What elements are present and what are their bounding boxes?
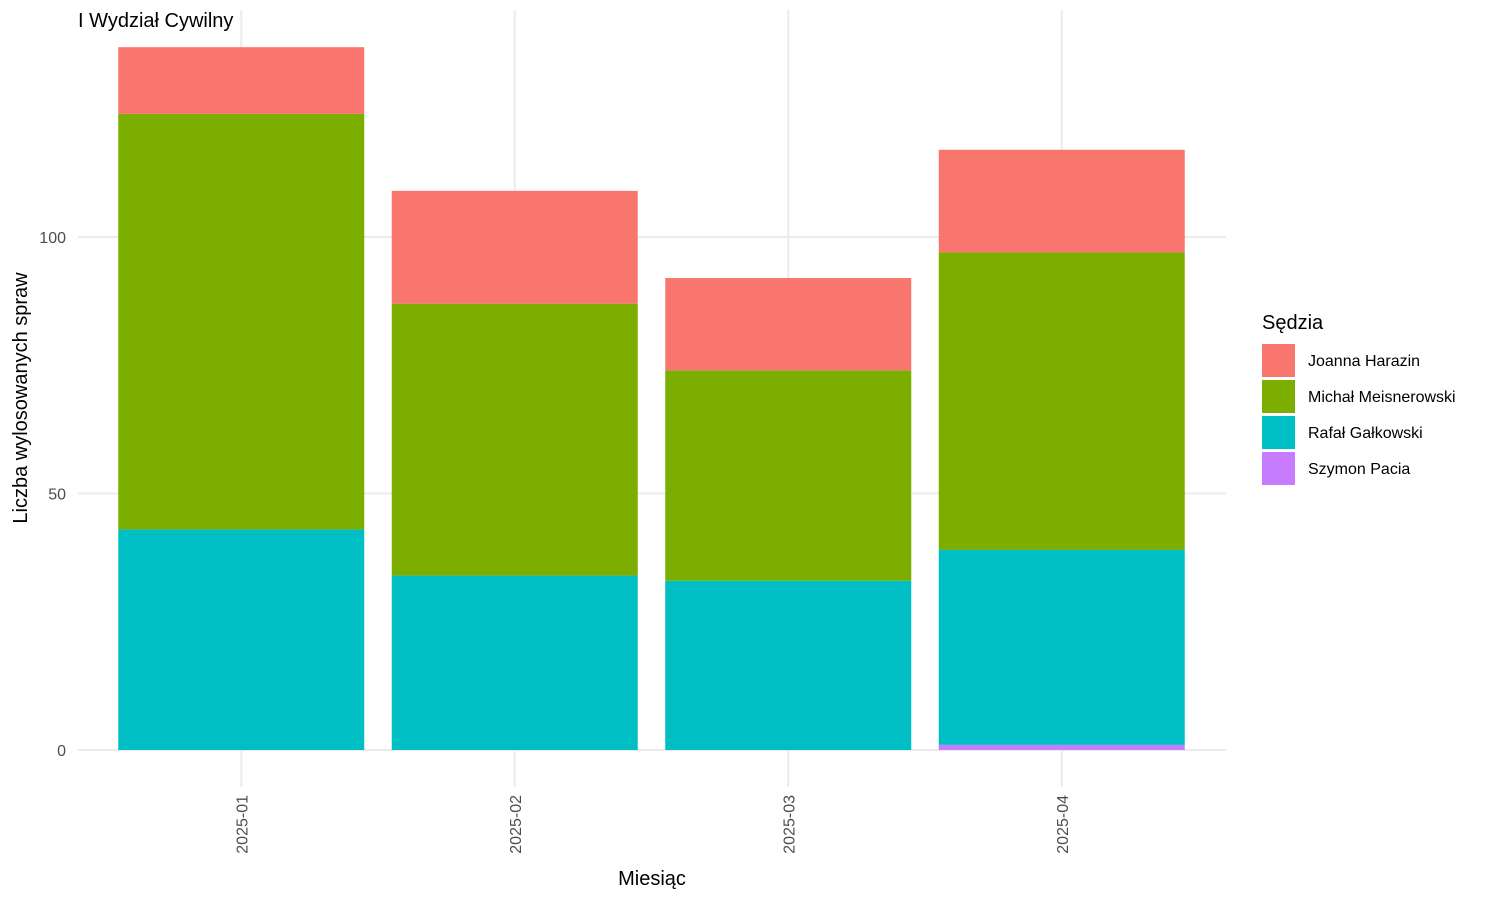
bar-segment [391, 575, 638, 750]
chart-title: I Wydział Cywilny [78, 10, 233, 32]
legend: Sędzia Joanna Harazin Michał Meisnerowski… [1262, 312, 1456, 485]
y-axis-title: Liczba wylosowanych spraw [10, 272, 32, 524]
legend-label: Szymon Pacia [1308, 461, 1410, 478]
bar-segment [938, 149, 1185, 253]
bar-segment [938, 549, 1185, 745]
bar-segment [665, 580, 912, 750]
bar-segment [118, 47, 365, 114]
bar-segment [118, 529, 365, 750]
bar-segment [391, 303, 638, 576]
bar-segment [938, 744, 1185, 750]
bar-segment [118, 113, 365, 530]
x-axis-title: Miesiąc [618, 868, 686, 890]
legend-swatch [1262, 344, 1295, 377]
x-tick-label: 2025-04 [1055, 795, 1072, 854]
bar-segment [391, 190, 638, 304]
legend-label: Joanna Harazin [1308, 353, 1420, 370]
bars [118, 47, 1185, 750]
bar-segment [665, 370, 912, 581]
x-tick-label: 2025-01 [234, 795, 251, 854]
legend-swatch [1262, 452, 1295, 485]
y-tick-label: 50 [48, 487, 66, 504]
y-axis-ticks: 0 50 100 [39, 230, 66, 760]
y-tick-label: 100 [39, 230, 66, 247]
legend-title: Sędzia [1262, 312, 1324, 334]
legend-label: Michał Meisnerowski [1308, 389, 1456, 406]
bar-segment [938, 252, 1185, 550]
legend-label: Rafał Gałkowski [1308, 425, 1423, 442]
x-tick-label: 2025-02 [508, 795, 525, 854]
x-axis-ticks: 2025-01 2025-02 2025-03 2025-04 [234, 795, 1072, 854]
legend-swatch [1262, 380, 1295, 413]
bar-segment [665, 278, 912, 371]
x-tick-label: 2025-03 [781, 795, 798, 854]
y-tick-label: 0 [57, 743, 66, 760]
legend-swatch [1262, 416, 1295, 449]
